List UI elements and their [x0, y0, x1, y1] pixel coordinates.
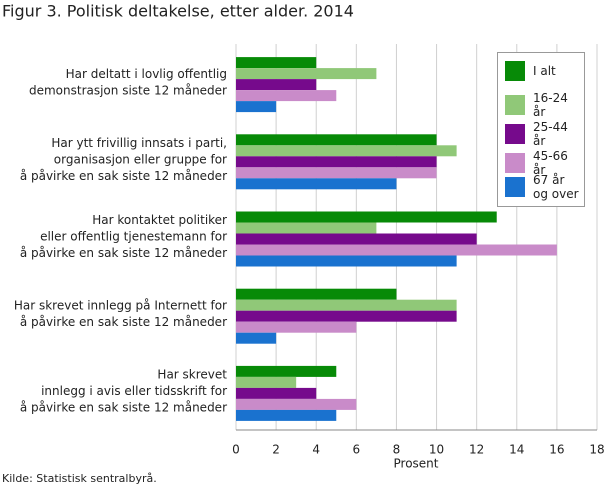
y-tick-label: demonstrasjon siste 12 måneder [29, 83, 227, 97]
bar [236, 57, 317, 69]
x-axis-label: Prosent [394, 457, 439, 471]
bar [236, 244, 557, 256]
bar [236, 167, 437, 179]
bar [236, 156, 437, 168]
bar [236, 90, 337, 102]
bar [236, 233, 477, 245]
y-tick-label: Har skrevet [157, 367, 227, 381]
y-tick-label: innlegg i avis eller tidsskrift for [41, 384, 227, 398]
bar [236, 398, 357, 410]
bar [236, 376, 297, 388]
y-tick-label: organisasjon eller gruppe for [54, 152, 227, 166]
legend: I alt 16-24 år 25-44 år 45-66 år 67 år og ov… [497, 52, 585, 207]
legend-label: I alt [533, 64, 556, 78]
y-tick-label: Har kontaktet politiker [92, 213, 227, 227]
bar [236, 299, 457, 311]
bar [236, 134, 437, 146]
bar [236, 222, 377, 234]
bar [236, 409, 337, 421]
legend-swatch [505, 61, 525, 81]
legend-label: 45-66 år [533, 149, 568, 177]
x-tick-label: 18 [589, 443, 604, 457]
bar [236, 211, 497, 223]
x-tick-label: 6 [353, 443, 361, 457]
bar [236, 68, 377, 80]
legend-item: 67 år og over [505, 173, 581, 201]
bar [236, 365, 337, 377]
y-tick-label: å påvirke en sak siste 12 måneder [20, 169, 227, 183]
bar [236, 178, 397, 190]
x-tick-label: 8 [393, 443, 401, 457]
chart-title: Figur 3. Politisk deltakelse, etter alde… [2, 2, 354, 21]
legend-swatch [505, 177, 525, 197]
legend-item: 45-66 år [505, 149, 581, 177]
x-tick-label: 4 [312, 443, 320, 457]
x-tick-label: 0 [232, 443, 240, 457]
bar [236, 79, 317, 91]
legend-item: 25-44 år [505, 120, 581, 148]
bar [236, 145, 457, 157]
bar [236, 321, 357, 333]
y-tick-label: å påvirke en sak siste 12 måneder [20, 400, 227, 414]
x-tick-label: 16 [549, 443, 564, 457]
legend-label: 16-24 år [533, 91, 568, 119]
bar [236, 310, 457, 322]
legend-swatch [505, 124, 525, 144]
y-tick-label: å påvirke en sak siste 12 måneder [20, 315, 227, 329]
x-tick-label: 14 [509, 443, 524, 457]
x-tick-label: 12 [469, 443, 484, 457]
legend-item: I alt [505, 61, 581, 81]
source: Kilde: Statistisk sentralbyrå. [2, 472, 157, 485]
y-tick-label: Har skrevet innlegg på Internett for [14, 298, 227, 312]
legend-label: 25-44 år [533, 120, 568, 148]
x-tick-label: 10 [429, 443, 444, 457]
bar [236, 387, 317, 399]
y-tick-label: Har deltatt i lovlig offentlig [66, 67, 227, 81]
legend-swatch [505, 153, 525, 173]
y-tick-label: å påvirke en sak siste 12 måneder [20, 246, 227, 260]
bar [236, 101, 277, 113]
legend-item: 16-24 år [505, 91, 581, 119]
y-tick-label: eller offentlig tjenestemann for [40, 230, 227, 244]
legend-label: 67 år og over [533, 173, 579, 201]
legend-swatch [505, 95, 525, 115]
y-tick-label: Har ytt frivillig innsats i parti, [51, 136, 227, 150]
x-tick-label: 2 [272, 443, 280, 457]
bar [236, 288, 397, 300]
bar [236, 332, 277, 344]
bar [236, 255, 457, 267]
